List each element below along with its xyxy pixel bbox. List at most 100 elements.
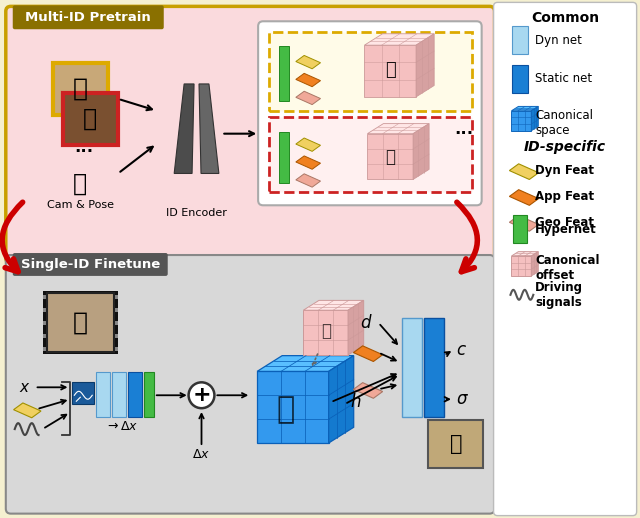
Text: Hypernet: Hypernet [535,223,597,236]
Polygon shape [199,84,219,174]
Polygon shape [296,138,321,151]
Polygon shape [509,215,539,231]
Text: Single-ID Finetune: Single-ID Finetune [20,258,160,271]
Bar [63,93,118,145]
Bar [513,26,529,54]
Bar [43,321,45,325]
Text: $x$: $x$ [19,380,31,395]
FancyBboxPatch shape [6,255,495,514]
Polygon shape [511,111,531,131]
Text: $\sigma$: $\sigma$ [456,390,468,408]
Text: $c$: $c$ [456,340,467,358]
Polygon shape [511,256,531,276]
Polygon shape [296,74,321,87]
Bar [43,334,45,338]
Text: Common: Common [531,11,599,25]
Text: ...: ... [75,138,94,155]
Bar [96,372,110,417]
Polygon shape [531,252,538,276]
Bar [115,308,118,312]
Polygon shape [174,84,194,174]
FancyBboxPatch shape [258,21,482,205]
Text: $\rightarrow\Delta x$: $\rightarrow\Delta x$ [106,420,139,433]
Text: Canonical
offset: Canonical offset [535,254,600,282]
Polygon shape [296,55,321,69]
Polygon shape [303,310,348,355]
Bar [513,65,529,93]
Bar [53,63,108,115]
Text: 👩: 👩 [73,77,88,101]
FancyBboxPatch shape [13,253,168,276]
Bar [42,291,118,354]
Text: ID Encoder: ID Encoder [166,208,227,218]
Text: Driving
signals: Driving signals [535,281,583,309]
Polygon shape [296,156,321,169]
Text: $\Delta x$: $\Delta x$ [193,449,211,462]
Text: Dyn Feat: Dyn Feat [535,164,595,177]
Polygon shape [296,91,321,105]
Bar [47,293,114,352]
Bar [513,215,527,243]
Bar [112,372,126,417]
Polygon shape [257,356,354,371]
Bar [279,46,289,101]
Text: ...: ... [454,120,474,138]
Text: 🧑: 🧑 [277,395,295,424]
Bar [52,63,107,115]
FancyBboxPatch shape [269,32,472,111]
Text: Dyn net: Dyn net [535,34,582,47]
Text: 📷: 📷 [73,171,88,195]
Bar [429,420,483,468]
FancyBboxPatch shape [13,5,164,29]
Polygon shape [531,106,538,131]
Bar [424,318,444,417]
Text: 👩: 👩 [385,61,396,79]
Text: 👩: 👩 [73,311,88,335]
Text: Canonical
space: Canonical space [535,109,593,137]
Polygon shape [413,124,429,179]
Polygon shape [509,190,539,205]
Bar [115,321,118,325]
Bar [43,295,45,299]
Bar [115,334,118,338]
Polygon shape [353,383,383,398]
Text: 👩: 👩 [321,322,331,340]
Bar [43,308,45,312]
Bar [402,318,422,417]
Bar [43,347,45,351]
Text: App Feat: App Feat [535,190,595,203]
Bar [279,132,289,183]
Text: Cam & Pose: Cam & Pose [47,200,114,210]
FancyBboxPatch shape [6,6,495,263]
Text: +: + [192,385,211,405]
FancyBboxPatch shape [269,117,472,192]
Text: 🧑: 🧑 [385,148,396,166]
Text: Multi-ID Pretrain: Multi-ID Pretrain [26,11,151,24]
Polygon shape [367,134,413,179]
Bar [115,295,118,299]
Circle shape [189,382,214,408]
Polygon shape [416,34,434,97]
Text: Static net: Static net [535,73,593,85]
Bar [72,382,94,404]
Polygon shape [329,356,354,443]
Polygon shape [364,45,416,97]
Text: $d$: $d$ [360,314,372,332]
Bar [115,347,118,351]
Polygon shape [296,174,321,187]
FancyBboxPatch shape [493,3,637,515]
Polygon shape [364,34,434,45]
Text: $h$: $h$ [350,393,361,411]
Polygon shape [353,346,383,362]
Polygon shape [303,300,364,310]
Text: 🧑: 🧑 [83,107,97,131]
Polygon shape [511,106,538,111]
Polygon shape [367,124,429,134]
Bar [144,372,154,417]
Polygon shape [13,403,41,418]
Text: Geo Feat: Geo Feat [535,215,595,229]
Polygon shape [511,252,538,256]
Polygon shape [257,371,329,443]
Polygon shape [509,164,539,179]
Text: 👩: 👩 [449,434,462,454]
